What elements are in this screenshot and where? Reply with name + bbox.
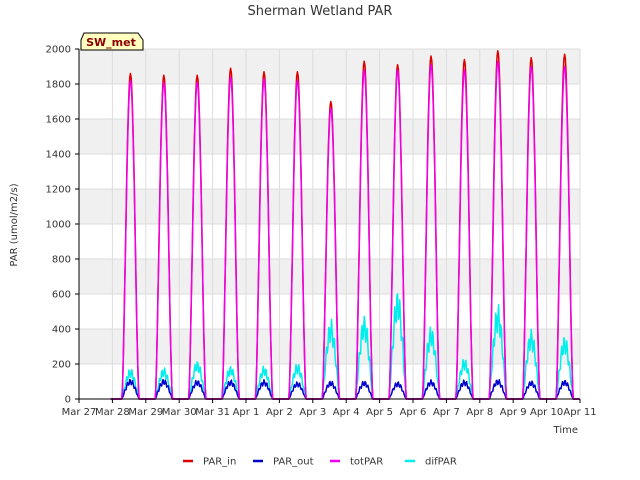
x-tick-label: Apr 7 xyxy=(433,407,460,418)
station-badge: SW_met xyxy=(80,32,144,51)
x-tick-label: Mar 29 xyxy=(128,407,163,418)
x-tick-label: Apr 3 xyxy=(299,407,326,418)
legend-item-PAR_in: PAR_in xyxy=(183,457,236,468)
x-tick-label: Apr 1 xyxy=(233,407,260,418)
x-tick-label: Apr 9 xyxy=(500,407,527,418)
x-tick-label: Apr 11 xyxy=(563,407,596,418)
badge-shape xyxy=(80,32,144,51)
chart-title: Sherman Wetland PAR xyxy=(248,4,393,19)
y-tick-label: 1800 xyxy=(46,80,71,91)
y-tick-label: 1200 xyxy=(46,185,71,196)
plot-band xyxy=(79,189,580,224)
legend-item-difPAR: difPAR xyxy=(405,457,457,468)
y-tick-label: 200 xyxy=(52,360,71,371)
legend: PAR_in PAR_out totPAR difPAR xyxy=(183,457,457,468)
x-tick-label: Apr 8 xyxy=(466,407,493,418)
legend-item-PAR_out: PAR_out xyxy=(253,457,314,468)
x-tick-label: Mar 31 xyxy=(195,407,230,418)
legend-label: PAR_out xyxy=(273,457,314,468)
plot-band xyxy=(79,49,580,84)
legend-label: totPAR xyxy=(350,457,383,468)
plot-band xyxy=(79,224,580,259)
x-tick-label: Apr 5 xyxy=(366,407,393,418)
plot-band xyxy=(79,259,580,294)
x-tick-label: Mar 27 xyxy=(62,407,97,418)
y-tick-label: 0 xyxy=(65,395,71,406)
legend-item-totPAR: totPAR xyxy=(330,457,383,468)
legend-label: difPAR xyxy=(425,457,457,468)
y-axis-ticks: 0 200 400 600 800 1000 1200 1400 1600 1800 2000 xyxy=(46,45,79,406)
y-tick-label: 1600 xyxy=(46,115,71,126)
x-tick-label: Mar 28 xyxy=(95,407,130,418)
badge-label: SW_met xyxy=(86,36,136,49)
legend-label: PAR_in xyxy=(203,457,236,468)
x-tick-label: Apr 6 xyxy=(400,407,427,418)
x-tick-label: Apr 2 xyxy=(266,407,293,418)
x-axis-title: Time xyxy=(553,425,578,436)
y-tick-label: 400 xyxy=(52,325,71,336)
x-tick-label: Apr 10 xyxy=(530,407,563,418)
plot-band xyxy=(79,154,580,189)
x-tick-label: Apr 4 xyxy=(333,407,360,418)
y-tick-label: 1400 xyxy=(46,150,71,161)
y-axis-title: PAR (umol/m2/s) xyxy=(9,183,20,266)
y-tick-label: 600 xyxy=(52,290,71,301)
x-tick-label: Mar 30 xyxy=(162,407,197,418)
y-tick-label: 2000 xyxy=(46,45,71,56)
y-tick-label: 800 xyxy=(52,255,71,266)
y-tick-label: 1000 xyxy=(46,220,71,231)
